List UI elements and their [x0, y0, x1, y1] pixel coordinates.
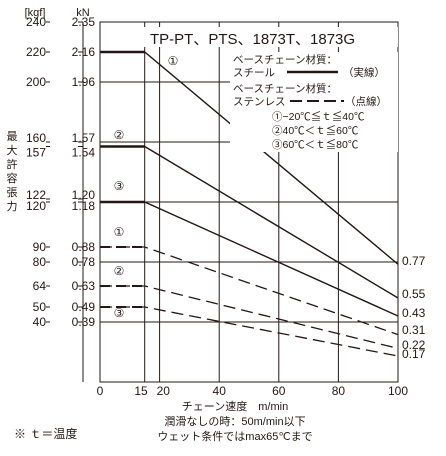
legend-temp-3: ③60℃＜ｔ≦80℃	[272, 138, 359, 151]
tick-label-kn: 1.18	[72, 199, 96, 213]
tick-label-kgf: 160	[26, 131, 46, 145]
tick-label-kn: 1.54	[72, 146, 96, 160]
y-axis-label-char: 許	[7, 158, 18, 171]
tick-label-kgf: 120	[26, 199, 46, 213]
tick-label-kn: 0.63	[72, 279, 96, 293]
legend-temp-2: ②40℃＜ｔ≦60℃	[272, 124, 359, 137]
tick-label-x: 20	[157, 384, 171, 398]
tick-label-kn: 2.35	[72, 15, 96, 29]
series-marker-2: ②	[114, 128, 125, 142]
tick-label-kgf: 40	[33, 315, 47, 329]
unit-kgf: [kgf]	[25, 7, 46, 19]
series-marker-3: ③	[114, 179, 125, 193]
tick-label-x: 15	[134, 384, 148, 398]
note-wet: ウェット条件ではmax65℃まで	[157, 429, 312, 443]
tick-label-x: 80	[332, 384, 346, 398]
tick-label-kgf: 240	[26, 15, 46, 29]
end-label-2: 0.55	[402, 287, 426, 301]
series-marker-1: ①	[168, 54, 179, 68]
legend-steel-note: （実線）	[343, 66, 385, 79]
tick-label-kgf: 80	[33, 255, 47, 269]
unit-kn: kN	[76, 7, 90, 19]
note-lubrication: 潤滑なしの時：50m/min以下	[164, 415, 305, 428]
x-axis-label: チェーン速度 m/min	[182, 399, 288, 413]
tick-label-kn: 0.88	[72, 240, 96, 254]
series-line-6	[100, 306, 399, 357]
tick-label-x: 0	[97, 384, 104, 398]
legend: ベースチェーン材質： スチール （実線） ベースチェーン材質： ステンレス （点…	[230, 52, 398, 152]
legend-steel-label: スチール	[233, 67, 275, 79]
legend-steel-heading: ベースチェーン材質：	[233, 53, 337, 66]
tick-label-kn: 0.78	[72, 255, 96, 269]
tick-label-kn: 1.20	[72, 188, 96, 202]
series-marker-6: ③	[114, 306, 125, 320]
tick-label-kn: 2.16	[72, 45, 96, 59]
tick-label-kgf: 157	[26, 146, 46, 160]
tick-label-kn: 1.57	[72, 131, 96, 145]
tick-label-kn: 0.39	[72, 315, 96, 329]
tick-label-kn: 0.49	[72, 300, 96, 314]
legend-stainless-heading: ベースチェーン材質：	[233, 82, 337, 95]
end-label-1: 0.77	[402, 254, 426, 268]
series-line-4	[100, 246, 399, 336]
legend-temp-1: ①−20℃≦ｔ≦40℃	[272, 110, 365, 123]
end-label-3: 0.43	[402, 306, 426, 320]
tick-label-x: 40	[213, 384, 227, 398]
y-axis-label-char: 最	[7, 130, 18, 143]
legend-stainless-note: （点線）	[345, 95, 387, 108]
series-group: ① ② ③ ① ② ③	[100, 50, 399, 357]
series-line-5	[100, 285, 399, 350]
tick-label-kgf: 50	[33, 300, 47, 314]
series-marker-5: ②	[114, 264, 125, 278]
tick-label-kgf: 90	[33, 240, 47, 254]
tick-label-x: 100	[388, 384, 408, 398]
series-marker-4: ①	[114, 225, 125, 239]
chart-title: TP-PT、PTS、1873T、1873G	[150, 31, 355, 48]
tick-label-x: 60	[272, 384, 286, 398]
tick-label-kgf: 122	[26, 188, 46, 202]
tick-label-kgf: 200	[26, 75, 46, 89]
legend-stainless-label: ステンレス	[233, 96, 286, 108]
y-axis-label-char: 力	[7, 200, 18, 213]
title-backdrop	[143, 27, 398, 47]
y-axis-label-char: 容	[7, 171, 18, 185]
end-label-6: 0.17	[402, 347, 426, 361]
tick-label-kgf: 64	[33, 279, 47, 293]
end-label-5: 0.22	[402, 338, 426, 352]
y-axis-label-char: 張	[7, 186, 18, 199]
y-axis-label-char: 大	[7, 143, 18, 157]
end-label-4: 0.31	[402, 323, 426, 337]
footnote-temperature: ※ ｔ＝温度	[14, 426, 77, 441]
tick-label-kn: 1.96	[72, 75, 96, 89]
tick-label-kgf: 220	[26, 45, 46, 59]
